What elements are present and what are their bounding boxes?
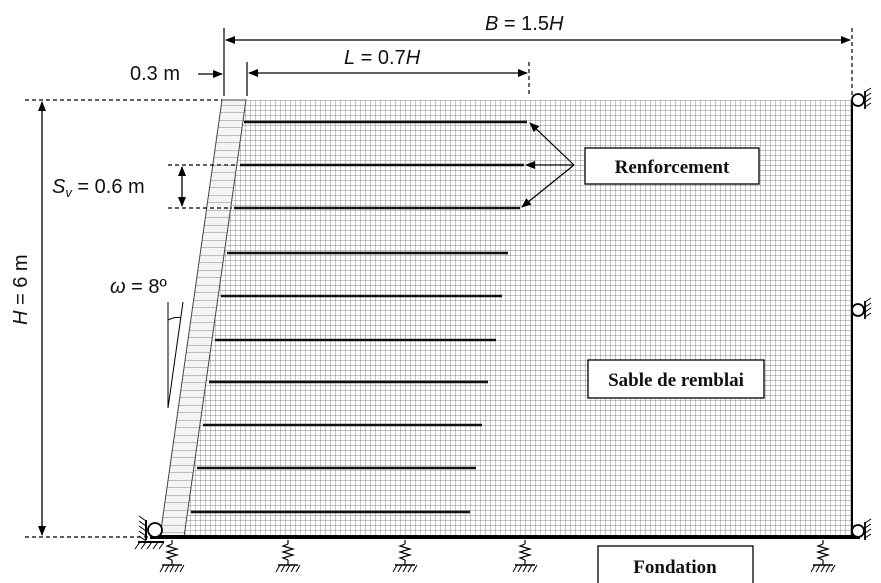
reinforcement-layers [191,120,527,514]
svg-text:H = 6 m: H = 6 m [10,254,32,325]
svg-text:Renforcement: Renforcement [615,157,730,178]
label-reinforcement: Renforcement [521,122,760,208]
svg-text:Sv = 0.6 m: Sv = 0.6 m [52,176,145,200]
dimension-L: L = 0.7H [246,47,530,96]
svg-text:ω = 8º: ω = 8º [110,276,167,298]
roller-support-bottom-right [851,518,872,541]
roller-support-middle [851,297,872,320]
svg-text:B = 1.5H: B = 1.5H [485,13,564,35]
spring-support [512,539,538,573]
batter-angle: ω = 8º [110,276,184,409]
roller-support-top [851,87,872,110]
svg-text:L = 0.7H: L = 0.7H [344,47,421,69]
spring-support [810,539,836,573]
spring-support [392,539,418,573]
dimension-H: H = 6 m [10,99,222,538]
pin-support-left [134,515,165,550]
spring-support [275,539,301,573]
dimension-B: B = 1.5H [223,13,853,96]
svg-text:0.3 m: 0.3 m [130,63,180,85]
dimension-Sv: Sv = 0.6 m [52,164,238,209]
svg-text:Fondation: Fondation [633,557,717,578]
dimension-facing: 0.3 m [130,63,223,85]
svg-text:Sable de remblai: Sable de remblai [608,370,744,391]
spring-support [159,539,185,573]
label-foundation: Fondation [597,545,754,583]
label-backfill: Sable de remblai [587,359,765,399]
